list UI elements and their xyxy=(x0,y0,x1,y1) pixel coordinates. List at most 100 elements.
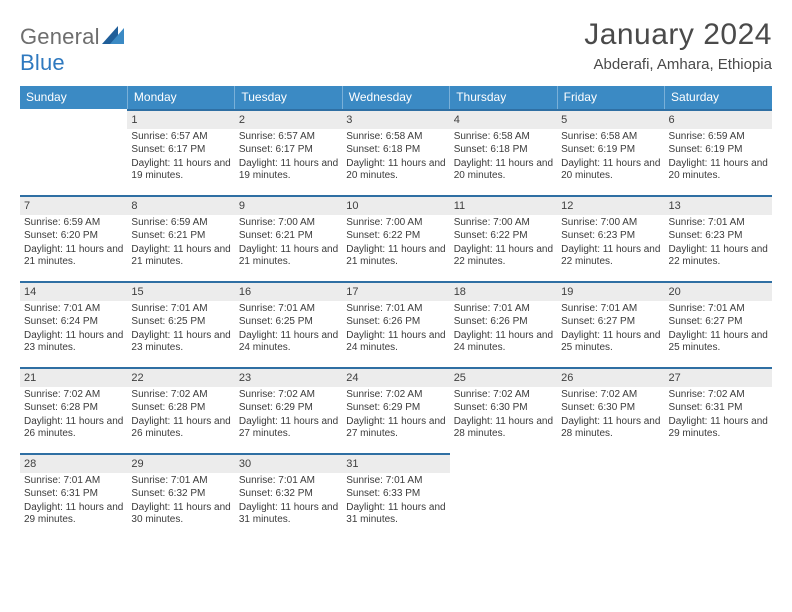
daylight-text: Daylight: 11 hours and 31 minutes. xyxy=(346,502,445,528)
sunset-text: Sunset: 6:17 PM xyxy=(131,144,230,157)
daylight-text: Daylight: 11 hours and 20 minutes. xyxy=(346,158,445,184)
day-cell: 21Sunrise: 7:02 AMSunset: 6:28 PMDayligh… xyxy=(20,367,127,453)
day-cell xyxy=(450,453,557,534)
day-number: 23 xyxy=(235,367,342,387)
brand-logo: GeneralBlue xyxy=(20,18,128,76)
month-title: January 2024 xyxy=(584,18,772,52)
sunset-text: Sunset: 6:19 PM xyxy=(669,144,768,157)
sunrise-text: Sunrise: 7:00 AM xyxy=(561,217,660,230)
daylight-text: Daylight: 11 hours and 23 minutes. xyxy=(131,330,230,356)
daylight-text: Daylight: 11 hours and 21 minutes. xyxy=(131,244,230,270)
sunrise-text: Sunrise: 7:01 AM xyxy=(346,475,445,488)
sunrise-text: Sunrise: 7:00 AM xyxy=(346,217,445,230)
daylight-text: Daylight: 11 hours and 25 minutes. xyxy=(561,330,660,356)
day-cell: 24Sunrise: 7:02 AMSunset: 6:29 PMDayligh… xyxy=(342,367,449,453)
day-cell: 23Sunrise: 7:02 AMSunset: 6:29 PMDayligh… xyxy=(235,367,342,453)
day-cell xyxy=(20,109,127,195)
daylight-text: Daylight: 11 hours and 24 minutes. xyxy=(454,330,553,356)
sunrise-text: Sunrise: 6:59 AM xyxy=(131,217,230,230)
day-body: Sunrise: 6:59 AMSunset: 6:20 PMDaylight:… xyxy=(24,217,123,269)
sunrise-text: Sunrise: 7:02 AM xyxy=(239,389,338,402)
weekday-header: Wednesday xyxy=(342,86,449,109)
day-number: 15 xyxy=(127,281,234,301)
sunrise-text: Sunrise: 7:01 AM xyxy=(669,303,768,316)
day-number: 16 xyxy=(235,281,342,301)
day-number: 25 xyxy=(450,367,557,387)
weekday-header: Saturday xyxy=(665,86,772,109)
sunrise-text: Sunrise: 7:01 AM xyxy=(669,217,768,230)
day-cell: 26Sunrise: 7:02 AMSunset: 6:30 PMDayligh… xyxy=(557,367,664,453)
brand-part1: General xyxy=(20,24,100,49)
daylight-text: Daylight: 11 hours and 22 minutes. xyxy=(669,244,768,270)
sunset-text: Sunset: 6:27 PM xyxy=(669,316,768,329)
day-number: 22 xyxy=(127,367,234,387)
week-row: 1Sunrise: 6:57 AMSunset: 6:17 PMDaylight… xyxy=(20,109,772,195)
weekday-header: Sunday xyxy=(20,86,127,109)
sunrise-text: Sunrise: 6:59 AM xyxy=(24,217,123,230)
day-cell: 2Sunrise: 6:57 AMSunset: 6:17 PMDaylight… xyxy=(235,109,342,195)
sunset-text: Sunset: 6:25 PM xyxy=(239,316,338,329)
daylight-text: Daylight: 11 hours and 21 minutes. xyxy=(239,244,338,270)
sail-icon xyxy=(102,24,128,42)
daylight-text: Daylight: 11 hours and 19 minutes. xyxy=(239,158,338,184)
sunset-text: Sunset: 6:30 PM xyxy=(454,402,553,415)
day-number: 7 xyxy=(20,195,127,215)
sunrise-text: Sunrise: 6:57 AM xyxy=(239,131,338,144)
day-body: Sunrise: 7:01 AMSunset: 6:26 PMDaylight:… xyxy=(454,303,553,355)
day-cell: 13Sunrise: 7:01 AMSunset: 6:23 PMDayligh… xyxy=(665,195,772,281)
day-cell: 15Sunrise: 7:01 AMSunset: 6:25 PMDayligh… xyxy=(127,281,234,367)
sunrise-text: Sunrise: 7:01 AM xyxy=(24,475,123,488)
sunset-text: Sunset: 6:26 PM xyxy=(454,316,553,329)
day-number: 19 xyxy=(557,281,664,301)
day-number: 30 xyxy=(235,453,342,473)
daylight-text: Daylight: 11 hours and 24 minutes. xyxy=(239,330,338,356)
day-cell: 30Sunrise: 7:01 AMSunset: 6:32 PMDayligh… xyxy=(235,453,342,534)
sunset-text: Sunset: 6:28 PM xyxy=(24,402,123,415)
daylight-text: Daylight: 11 hours and 26 minutes. xyxy=(24,416,123,442)
weekday-header: Thursday xyxy=(450,86,557,109)
title-block: January 2024 Abderafi, Amhara, Ethiopia xyxy=(584,18,772,73)
day-number: 9 xyxy=(235,195,342,215)
day-number: 5 xyxy=(557,109,664,129)
day-body: Sunrise: 7:01 AMSunset: 6:31 PMDaylight:… xyxy=(24,475,123,527)
daylight-text: Daylight: 11 hours and 23 minutes. xyxy=(24,330,123,356)
location-text: Abderafi, Amhara, Ethiopia xyxy=(584,56,772,73)
day-body: Sunrise: 7:02 AMSunset: 6:30 PMDaylight:… xyxy=(561,389,660,441)
daylight-text: Daylight: 11 hours and 21 minutes. xyxy=(346,244,445,270)
day-cell: 27Sunrise: 7:02 AMSunset: 6:31 PMDayligh… xyxy=(665,367,772,453)
day-body: Sunrise: 7:02 AMSunset: 6:28 PMDaylight:… xyxy=(24,389,123,441)
week-row: 21Sunrise: 7:02 AMSunset: 6:28 PMDayligh… xyxy=(20,367,772,453)
day-body: Sunrise: 6:59 AMSunset: 6:19 PMDaylight:… xyxy=(669,131,768,183)
day-cell: 28Sunrise: 7:01 AMSunset: 6:31 PMDayligh… xyxy=(20,453,127,534)
day-number: 2 xyxy=(235,109,342,129)
week-row: 28Sunrise: 7:01 AMSunset: 6:31 PMDayligh… xyxy=(20,453,772,534)
sunset-text: Sunset: 6:29 PM xyxy=(239,402,338,415)
day-body: Sunrise: 6:59 AMSunset: 6:21 PMDaylight:… xyxy=(131,217,230,269)
day-body: Sunrise: 7:02 AMSunset: 6:31 PMDaylight:… xyxy=(669,389,768,441)
day-number: 10 xyxy=(342,195,449,215)
daylight-text: Daylight: 11 hours and 30 minutes. xyxy=(131,502,230,528)
day-body: Sunrise: 7:01 AMSunset: 6:23 PMDaylight:… xyxy=(669,217,768,269)
day-cell: 20Sunrise: 7:01 AMSunset: 6:27 PMDayligh… xyxy=(665,281,772,367)
daylight-text: Daylight: 11 hours and 22 minutes. xyxy=(561,244,660,270)
day-body: Sunrise: 7:02 AMSunset: 6:29 PMDaylight:… xyxy=(239,389,338,441)
day-cell: 17Sunrise: 7:01 AMSunset: 6:26 PMDayligh… xyxy=(342,281,449,367)
daylight-text: Daylight: 11 hours and 20 minutes. xyxy=(561,158,660,184)
sunrise-text: Sunrise: 7:01 AM xyxy=(239,475,338,488)
day-body: Sunrise: 7:01 AMSunset: 6:25 PMDaylight:… xyxy=(239,303,338,355)
sunset-text: Sunset: 6:24 PM xyxy=(24,316,123,329)
daylight-text: Daylight: 11 hours and 27 minutes. xyxy=(346,416,445,442)
sunset-text: Sunset: 6:28 PM xyxy=(131,402,230,415)
day-cell: 4Sunrise: 6:58 AMSunset: 6:18 PMDaylight… xyxy=(450,109,557,195)
day-number: 20 xyxy=(665,281,772,301)
sunset-text: Sunset: 6:22 PM xyxy=(454,230,553,243)
sunset-text: Sunset: 6:23 PM xyxy=(669,230,768,243)
day-body: Sunrise: 7:01 AMSunset: 6:27 PMDaylight:… xyxy=(561,303,660,355)
day-cell: 18Sunrise: 7:01 AMSunset: 6:26 PMDayligh… xyxy=(450,281,557,367)
sunset-text: Sunset: 6:32 PM xyxy=(131,488,230,501)
weekday-header: Friday xyxy=(557,86,664,109)
sunset-text: Sunset: 6:19 PM xyxy=(561,144,660,157)
day-number: 26 xyxy=(557,367,664,387)
day-cell: 5Sunrise: 6:58 AMSunset: 6:19 PMDaylight… xyxy=(557,109,664,195)
day-body: Sunrise: 7:00 AMSunset: 6:21 PMDaylight:… xyxy=(239,217,338,269)
